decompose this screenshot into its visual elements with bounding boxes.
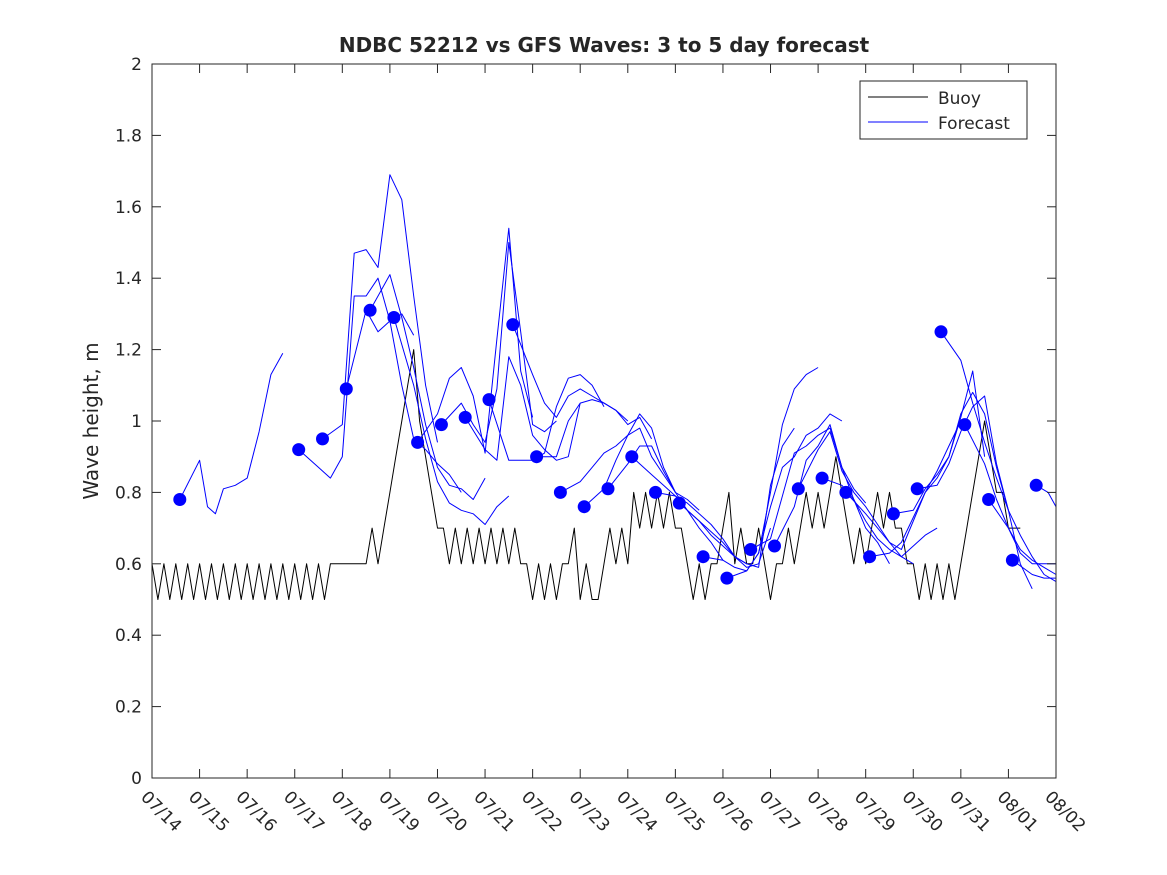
forecast-line bbox=[750, 427, 867, 550]
forecast-marker bbox=[982, 493, 996, 506]
y-tick-label: 0.6 bbox=[115, 555, 142, 575]
y-tick-label: 1.4 bbox=[115, 269, 142, 289]
forecast-line bbox=[179, 352, 284, 515]
y-axis-label: Wave height, m bbox=[79, 342, 103, 499]
forecast-marker bbox=[863, 550, 877, 564]
forecast-line bbox=[703, 367, 819, 572]
forecast-marker bbox=[411, 435, 425, 449]
forecast-line bbox=[464, 356, 581, 461]
plot-contents bbox=[151, 174, 1057, 600]
y-tick-label: 1.6 bbox=[115, 198, 142, 218]
forecast-marker bbox=[815, 471, 829, 485]
forecast-marker bbox=[577, 500, 591, 514]
forecast-line bbox=[1012, 559, 1056, 579]
plot-area bbox=[152, 64, 1056, 778]
forecast-marker bbox=[958, 418, 972, 432]
y-tick-label: 2 bbox=[131, 55, 142, 75]
y-tick-label: 1 bbox=[131, 412, 142, 432]
forecast-line bbox=[893, 391, 1009, 515]
forecast-marker bbox=[339, 382, 353, 396]
forecast-line bbox=[583, 427, 700, 511]
forecast-line bbox=[560, 413, 676, 493]
forecast-marker bbox=[625, 450, 639, 464]
forecast-marker bbox=[791, 482, 805, 496]
forecast-line bbox=[964, 424, 1056, 565]
forecast-marker bbox=[292, 443, 306, 457]
forecast-marker bbox=[649, 485, 662, 499]
y-tick-label: 0.4 bbox=[115, 626, 142, 646]
forecast-marker bbox=[839, 485, 853, 499]
y-tick-label: 0 bbox=[131, 769, 142, 789]
forecast-marker bbox=[363, 303, 377, 317]
forecast-line bbox=[678, 427, 795, 568]
forecast-marker bbox=[910, 482, 924, 496]
forecast-line bbox=[536, 399, 653, 458]
forecast-markers bbox=[173, 303, 1043, 585]
forecast-marker bbox=[553, 485, 567, 499]
forecast-marker bbox=[768, 539, 781, 553]
legend-box bbox=[859, 80, 1028, 140]
y-axis: 0 0.2 0.4 0.6 0.8 1 1.2 1.4 1.6 1.8 2 bbox=[115, 55, 1056, 789]
forecast-line bbox=[917, 395, 1033, 590]
forecast-marker bbox=[316, 432, 329, 446]
legend-forecast-label: Forecast bbox=[938, 114, 1010, 134]
forecast-line bbox=[417, 227, 534, 454]
forecast-line bbox=[393, 317, 510, 525]
chart-title: NDBC 52212 vs GFS Waves: 3 to 5 day fore… bbox=[339, 33, 870, 57]
forecast-marker bbox=[744, 543, 758, 556]
forecast-line bbox=[869, 370, 986, 558]
legend: Buoy Forecast bbox=[859, 80, 1028, 140]
forecast-marker bbox=[458, 410, 472, 424]
forecast-marker bbox=[1029, 478, 1043, 492]
forecast-marker bbox=[720, 571, 734, 585]
forecast-marker bbox=[886, 507, 900, 521]
forecast-marker bbox=[506, 318, 520, 332]
y-tick-label: 1.2 bbox=[115, 341, 142, 361]
y-tick-label: 0.2 bbox=[115, 698, 142, 718]
forecast-line bbox=[726, 413, 843, 579]
forecast-line bbox=[345, 309, 462, 493]
y-tick-label: 0.8 bbox=[115, 483, 142, 503]
buoy-line bbox=[151, 349, 1021, 600]
forecast-line bbox=[488, 374, 605, 461]
forecast-marker bbox=[173, 493, 187, 506]
forecast-line bbox=[797, 431, 914, 565]
forecast-marker bbox=[482, 393, 496, 407]
forecast-line bbox=[322, 174, 438, 443]
forecast-marker bbox=[530, 450, 544, 464]
forecast-marker bbox=[672, 496, 686, 510]
forecast-line bbox=[940, 331, 1057, 583]
forecast-marker bbox=[434, 418, 448, 432]
forecast-marker bbox=[1005, 553, 1019, 567]
forecast-line bbox=[845, 420, 962, 550]
legend-buoy-label: Buoy bbox=[938, 89, 981, 109]
forecast-marker bbox=[387, 311, 401, 324]
forecast-line bbox=[369, 274, 486, 500]
forecast-marker bbox=[601, 482, 615, 496]
buoy-series bbox=[151, 349, 1021, 600]
forecast-marker bbox=[934, 325, 948, 339]
y-tick-label: 1.8 bbox=[115, 126, 142, 146]
forecast-line bbox=[988, 499, 1057, 575]
forecast-marker bbox=[696, 550, 710, 564]
